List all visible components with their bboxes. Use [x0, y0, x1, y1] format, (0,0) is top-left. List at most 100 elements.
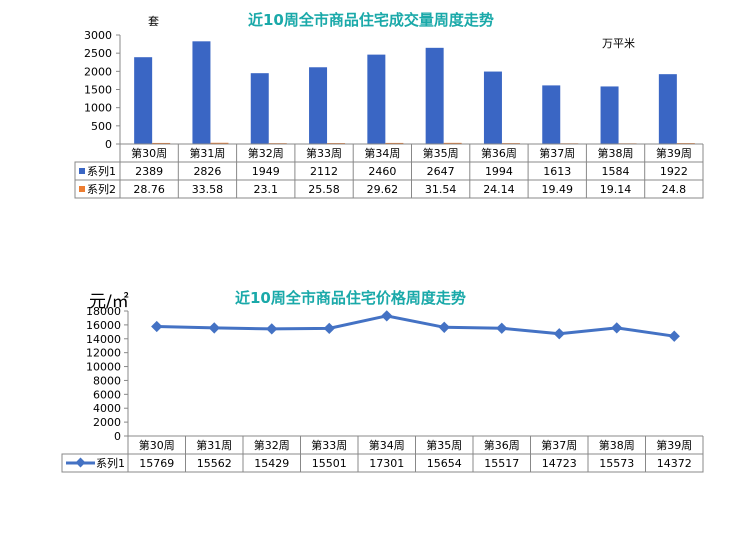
data-point: [553, 328, 565, 340]
bar: [152, 142, 171, 144]
y-tick-label: 0: [114, 430, 121, 443]
series-line: [156, 314, 675, 338]
y-tick-label: 2000: [93, 416, 121, 429]
data-point: [323, 322, 335, 335]
x-tick-label: 第32周: [254, 438, 290, 452]
x-tick-label: 第37周: [541, 438, 577, 452]
data-label: 29.62: [367, 183, 399, 196]
y-tick-label: 1000: [84, 102, 112, 115]
x-tick-label: 第34周: [364, 146, 400, 160]
y-unit-label: 元/㎡: [89, 292, 129, 312]
data-label: 15769: [139, 457, 174, 470]
data-point: [611, 322, 623, 334]
x-tick-label: 第34周: [369, 438, 405, 452]
data-label: 19.49: [542, 183, 574, 196]
data-label: 17301: [369, 457, 404, 470]
x-tick-label: 第35周: [426, 438, 462, 452]
bar: [367, 54, 386, 145]
y-tick-label: 2000: [84, 65, 112, 78]
legend-key: [79, 186, 85, 192]
data-point: [208, 322, 220, 334]
data-label: 24.8: [662, 183, 687, 196]
x-tick-label: 第30周: [139, 438, 175, 452]
y-tick-label: 0: [105, 138, 112, 151]
y-tick-label: 10000: [86, 361, 121, 374]
data-label: 19.14: [600, 183, 632, 196]
data-label: 33.58: [192, 183, 224, 196]
data-label: 1922: [660, 165, 688, 178]
y-unit-label: 套: [148, 15, 159, 28]
x-tick-label: 第32周: [248, 146, 284, 160]
bar: [210, 142, 229, 144]
data-label: 15573: [599, 457, 634, 470]
series-name: 系列2: [87, 182, 116, 196]
data-point: [496, 322, 508, 334]
bar: [600, 86, 619, 144]
data-point: [151, 320, 163, 333]
bar: [542, 85, 561, 144]
chart-title: 近10周全市商品住宅价格周度走势: [235, 289, 466, 307]
bar: [658, 74, 677, 144]
data-label: 15517: [484, 457, 519, 470]
y-tick-label: 14000: [86, 333, 121, 346]
bar: [443, 142, 462, 144]
data-label: 2647: [427, 165, 455, 178]
data-label: 2826: [193, 165, 221, 178]
data-point: [266, 323, 278, 335]
y-tick-label: 12000: [86, 347, 121, 360]
data-point: [438, 321, 450, 333]
data-label: 1584: [602, 165, 630, 178]
legend-key: [79, 168, 85, 174]
y-tick-label: 500: [91, 120, 112, 133]
y-tick-label: 16000: [86, 319, 121, 332]
data-label: 15501: [312, 457, 347, 470]
data-point: [381, 310, 393, 322]
y-tick-label: 8000: [93, 374, 121, 387]
data-label: 14723: [542, 457, 577, 470]
data-label: 1613: [543, 165, 571, 178]
y-tick-label: 4000: [93, 402, 121, 415]
y-tick-label: 2500: [84, 47, 112, 60]
y-tick-label: 3000: [84, 29, 112, 42]
series-name: 系列1: [87, 164, 116, 178]
y-tick-label: 18000: [86, 305, 121, 318]
data-label: 1949: [252, 165, 280, 178]
data-label: 1994: [485, 165, 513, 178]
data-label: 14372: [657, 457, 692, 470]
x-tick-label: 第39周: [656, 146, 692, 160]
y-tick-label: 1500: [84, 84, 112, 97]
x-tick-label: 第35周: [423, 146, 459, 160]
data-label: 15654: [427, 457, 462, 470]
data-label: 15429: [254, 457, 289, 470]
x-tick-label: 第39周: [656, 438, 692, 452]
data-label: 28.76: [133, 183, 165, 196]
x-tick-label: 第38周: [598, 146, 634, 160]
x-tick-label: 第36周: [484, 438, 520, 452]
bar: [385, 142, 404, 144]
data-label: 25.58: [308, 183, 340, 196]
data-label: 2460: [368, 165, 396, 178]
legend-key-marker: [75, 457, 86, 468]
data-label: 15562: [197, 457, 232, 470]
data-label: 2389: [135, 165, 163, 178]
x-tick-label: 第33周: [311, 438, 347, 452]
bar: [250, 73, 269, 144]
bar: [309, 67, 328, 144]
bar: [483, 71, 502, 144]
series-name: 系列1: [96, 456, 125, 470]
bar: [425, 47, 444, 144]
data-label: 24.14: [483, 183, 515, 196]
x-tick-label: 第31周: [189, 146, 225, 160]
data-point: [668, 330, 680, 342]
y-tick-label: 6000: [93, 388, 121, 401]
bar: [134, 57, 153, 145]
x-tick-label: 第33周: [306, 146, 342, 160]
x-tick-label: 第37周: [539, 146, 575, 160]
x-tick-label: 第36周: [481, 146, 517, 160]
x-tick-label: 第38周: [599, 438, 635, 452]
data-label: 2112: [310, 165, 338, 178]
